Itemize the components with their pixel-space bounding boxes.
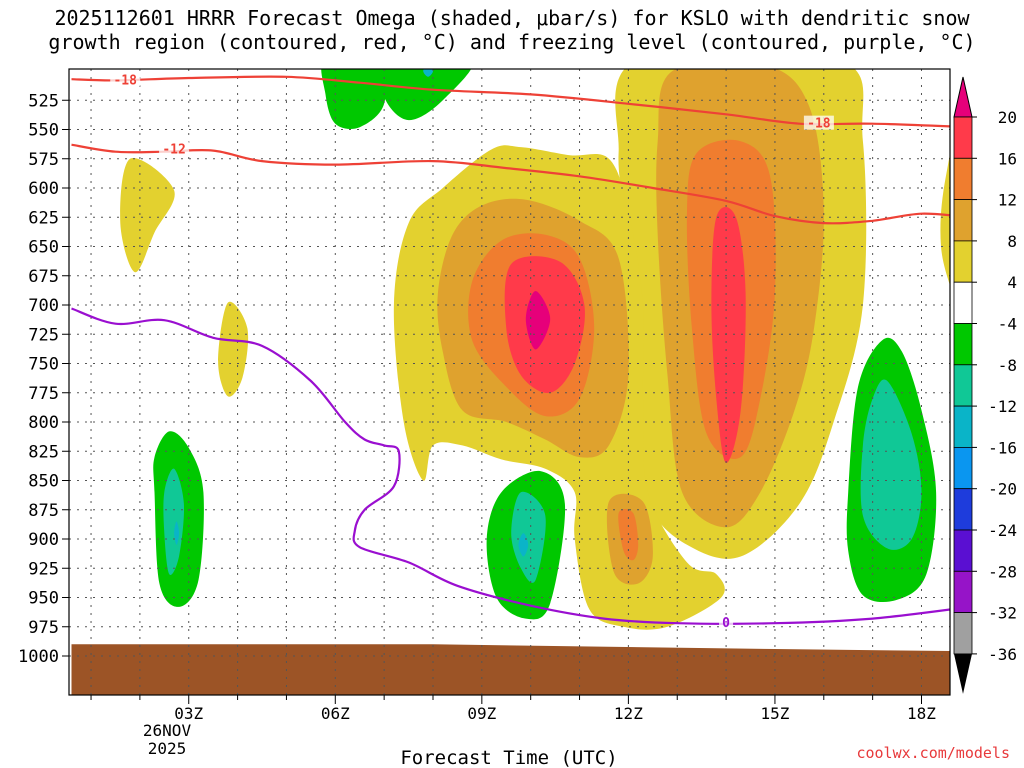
colorbar: 20 16 12 8 4 -4 -8 -12 -16 -20 -24 -28 -32 -36 xyxy=(953,76,1017,694)
contour-label-bg-0-1 xyxy=(803,115,834,130)
chart-title-line-2: growth region (contoured, red, °C) and f… xyxy=(48,30,976,54)
colorbar-swatch-7 xyxy=(953,405,973,448)
omega-region-22 xyxy=(860,379,922,550)
y-tick-label-800: 800 xyxy=(28,413,59,433)
x-axis: 03Z 06Z 09Z 12Z 15Z 18Z xyxy=(90,695,936,723)
colorbar-swatch-12 xyxy=(953,612,973,655)
plot-frame xyxy=(68,68,951,696)
y-tick-label-675: 675 xyxy=(28,267,59,287)
colorbar-label-3: 8 xyxy=(1007,232,1017,251)
omega-region-13 xyxy=(711,207,746,464)
y-tick-label-600: 600 xyxy=(28,179,59,199)
contour-label-2-0: 0 xyxy=(722,616,730,631)
colorbar-label-1: 16 xyxy=(998,149,1017,168)
colorbar-label-11: -28 xyxy=(988,562,1017,581)
source-credit: coolwx.com/models xyxy=(856,744,1010,762)
x-tick-label-09Z: 09Z xyxy=(467,704,496,723)
y-axis: 525 550 575 600 625 650 675 700 725 750 775 800 825 8… xyxy=(18,91,69,667)
omega-region-20 xyxy=(163,468,185,575)
omega-region-1 xyxy=(218,301,249,397)
colorbar-label-4: 4 xyxy=(1007,273,1017,292)
contour-line-1 xyxy=(71,143,950,225)
chart-title: 2025112601 HRRR Forecast Omega (shaded, … xyxy=(0,6,1024,54)
colorbar-overflow-high xyxy=(953,76,973,118)
omega-region-0 xyxy=(120,158,175,273)
colorbar-label-8: -16 xyxy=(988,438,1017,457)
terrain-fill xyxy=(71,644,950,695)
omega-region-25 xyxy=(423,69,433,77)
x-tick-label-15Z: 15Z xyxy=(760,704,789,723)
contour-line-2 xyxy=(71,307,950,625)
y-tick-label-550: 550 xyxy=(28,121,59,141)
y-tick-label-700: 700 xyxy=(28,296,59,316)
colorbar-label-9: -20 xyxy=(988,480,1017,499)
contour-label-bg-2-0 xyxy=(719,615,734,630)
contour-label-1-0: -12 xyxy=(162,142,185,157)
colorbar-label-12: -32 xyxy=(988,604,1017,623)
y-tick-label-650: 650 xyxy=(28,238,59,258)
y-tick-label-1000: 1000 xyxy=(18,647,59,667)
y-tick-label-625: 625 xyxy=(28,208,59,228)
y-tick-label-950: 950 xyxy=(28,589,59,609)
x-tick-label-06Z: 06Z xyxy=(321,704,350,723)
colorbar-label-0: 20 xyxy=(998,108,1017,127)
colorbar-swatch-11 xyxy=(953,570,973,613)
date-label-day: 26NOV xyxy=(143,721,192,740)
omega-region-16 xyxy=(376,69,472,121)
colorbar-label-6: -8 xyxy=(998,356,1017,375)
y-tick-label-850: 850 xyxy=(28,472,59,492)
colorbar-swatch-8 xyxy=(953,446,973,490)
omega-region-23 xyxy=(174,521,179,545)
contour-label-bg-0-0 xyxy=(110,72,141,87)
colorbar-label-7: -12 xyxy=(988,397,1017,416)
y-tick-label-975: 975 xyxy=(28,618,59,638)
colorbar-swatch-10 xyxy=(953,529,973,572)
colorbar-swatch-5 xyxy=(953,323,973,366)
colorbar-label-10: -24 xyxy=(988,521,1017,540)
colorbar-label-5: -4 xyxy=(998,315,1017,334)
terrain-layer xyxy=(71,644,950,695)
grid-lines xyxy=(69,69,950,695)
y-tick-label-725: 725 xyxy=(28,325,59,345)
colorbar-overflow-low xyxy=(954,653,972,694)
y-tick-label-900: 900 xyxy=(28,530,59,550)
omega-region-21 xyxy=(511,491,546,583)
y-tick-label-775: 775 xyxy=(28,384,59,404)
omega-region-14 xyxy=(525,291,551,350)
colorbar-swatch-4 xyxy=(953,281,973,324)
x-tick-label-12Z: 12Z xyxy=(614,704,643,723)
y-tick-label-575: 575 xyxy=(28,150,59,170)
y-tick-label-525: 525 xyxy=(28,91,59,111)
colorbar-swatch-3 xyxy=(953,240,973,283)
colorbar-label-2: 12 xyxy=(998,191,1017,210)
chart-title-line-1: 2025112601 HRRR Forecast Omega (shaded, … xyxy=(54,6,970,30)
contour-label-bg-1-0 xyxy=(159,141,190,156)
y-tick-label-925: 925 xyxy=(28,559,59,579)
x-tick-label-18Z: 18Z xyxy=(907,704,936,723)
contour-label-0-1: -18 xyxy=(807,117,831,132)
colorbar-label-13: -36 xyxy=(988,645,1017,664)
colorbar-swatch-2 xyxy=(953,199,973,242)
colorbar-swatch-6 xyxy=(953,364,973,407)
x-axis-label: Forecast Time (UTC) xyxy=(400,747,617,768)
colorbar-swatch-0 xyxy=(953,116,973,159)
y-tick-label-875: 875 xyxy=(28,501,59,521)
contour-labels: -18 -18 -12 0 xyxy=(110,72,834,631)
y-tick-label-825: 825 xyxy=(28,442,59,462)
colorbar-swatch-9 xyxy=(953,488,973,531)
date-label-year: 2025 xyxy=(148,739,187,758)
y-tick-label-750: 750 xyxy=(28,355,59,375)
omega-region-4 xyxy=(940,153,950,286)
contour-label-0-0: -18 xyxy=(113,73,137,88)
x-tick-label-03Z: 03Z xyxy=(174,704,203,723)
colorbar-swatch-1 xyxy=(953,157,973,201)
